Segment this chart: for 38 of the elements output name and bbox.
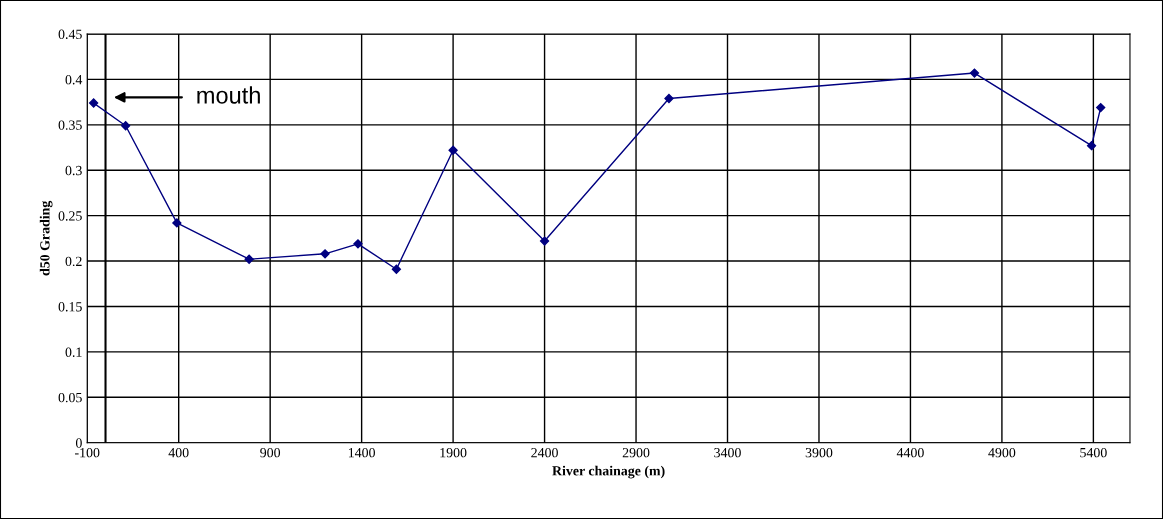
point <box>353 239 363 249</box>
point <box>664 93 674 104</box>
point <box>1096 102 1106 113</box>
y-tick-label: 0 <box>75 438 82 448</box>
point <box>121 121 131 131</box>
y-tick-label: 0.1 <box>65 347 82 357</box>
x-axis-title: River chainage (m) <box>552 465 665 479</box>
y-tick-label: 0.4 <box>65 74 83 85</box>
x-tick-label: 4400 <box>896 447 924 458</box>
y-tick-label: 0.25 <box>58 211 82 221</box>
x-tick-label: 5400 <box>1080 447 1107 458</box>
annotation: mouth <box>197 86 260 104</box>
y-tick-label: 0.35 <box>58 120 82 130</box>
x-tick-label: 3900 <box>805 447 833 458</box>
point <box>89 98 99 108</box>
point <box>244 254 254 264</box>
point <box>1086 141 1097 151</box>
y-tick-label: 0.15 <box>58 302 82 312</box>
x-tick-label: 2900 <box>622 447 650 458</box>
x-tick-label: 900 <box>260 447 281 458</box>
point <box>391 264 402 274</box>
y-tick-label: 0.05 <box>58 392 82 403</box>
point <box>320 249 330 259</box>
x-tick-label: -100 <box>75 447 100 458</box>
x-tick-label: 1900 <box>440 447 467 458</box>
y-tick-label: 0.2 <box>65 256 82 267</box>
y-tick-label: 0.45 <box>58 29 82 40</box>
point <box>172 218 182 228</box>
x-tick-label: 3400 <box>714 447 741 458</box>
point <box>448 145 458 155</box>
y-axis-title: d50 Grading <box>39 200 53 276</box>
x-tick-label: 1400 <box>348 447 375 458</box>
point <box>539 236 550 246</box>
point <box>969 68 980 78</box>
x-tick-label: 4900 <box>988 447 1016 458</box>
x-tick-label: 400 <box>168 447 189 458</box>
y-tick-label: 0.3 <box>65 165 82 176</box>
x-tick-label: 2400 <box>531 447 558 458</box>
